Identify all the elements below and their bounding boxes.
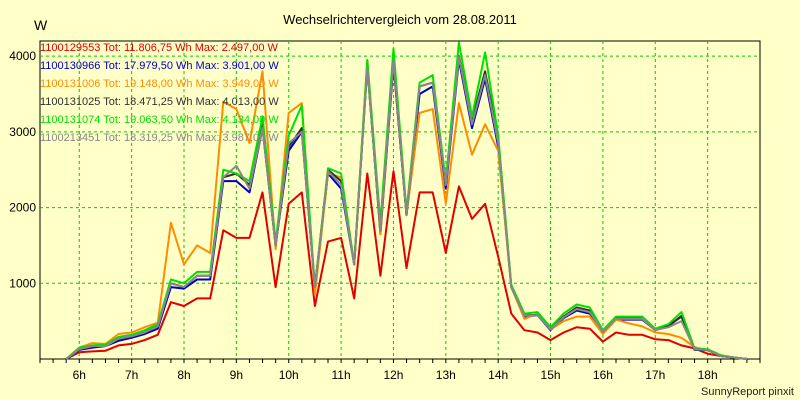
legend-entry-1100129553: 1100129553 Tot: 11.806,75 Wh Max: 2.497,… [40,42,279,54]
legend-entry-1100213451: 1100213451 Tot: 18.319,25 Wh Max: 3.987,… [40,132,279,144]
y-tick-label: 4000 [9,49,36,63]
x-tick-label: 12h [383,368,403,382]
series-line-1100129553 [65,170,748,360]
x-tick-label: 16h [593,368,613,382]
series-line-1100213451 [65,55,748,360]
y-tick-label: 1000 [9,276,36,290]
y-tick-label: 2000 [9,201,36,215]
legend-entry-1100131025: 1100131025 Tot: 18.471,25 Wh Max: 4.013,… [40,96,279,108]
x-tick-label: 11h [332,368,351,382]
legend-entry-1100130966: 1100130966 Tot: 17.979,50 Wh Max: 3.901,… [40,60,279,72]
chart-title: Wechselrichtervergleich vom 28.08.2011 [283,12,517,27]
report-credit: SunnyReport pinxit [701,386,794,398]
x-tick-label: 10h [279,368,299,382]
legend-entry-1100131006: 1100131006 Tot: 19.148,00 Wh Max: 3.949,… [40,78,279,90]
x-tick-label: 9h [230,368,243,382]
legend-entry-1100131074: 1100131074 Tot: 19.063,50 Wh Max: 4.134,… [40,114,279,126]
x-tick-label: 17h [645,368,665,382]
x-tick-label: 15h [541,368,561,382]
y-tick-label: 3000 [9,125,36,139]
x-tick-label: 6h [73,368,86,382]
x-tick-label: 13h [436,368,456,382]
y-axis-label: W [34,17,48,33]
plot-area [39,40,761,360]
x-tick-label: 18h [698,368,718,382]
series-lines [65,41,748,360]
legend: 1100129553 Tot: 11.806,75 Wh Max: 2.497,… [40,42,279,144]
x-tick-label: 7h [125,368,138,382]
axis-ticks: 1000 2000 3000 4000 6h 7h 8h 9h 10h 11h 12h 13h 14h 1… [9,49,761,382]
x-tick-label: 8h [177,368,190,382]
x-tick-label: 14h [488,368,508,382]
